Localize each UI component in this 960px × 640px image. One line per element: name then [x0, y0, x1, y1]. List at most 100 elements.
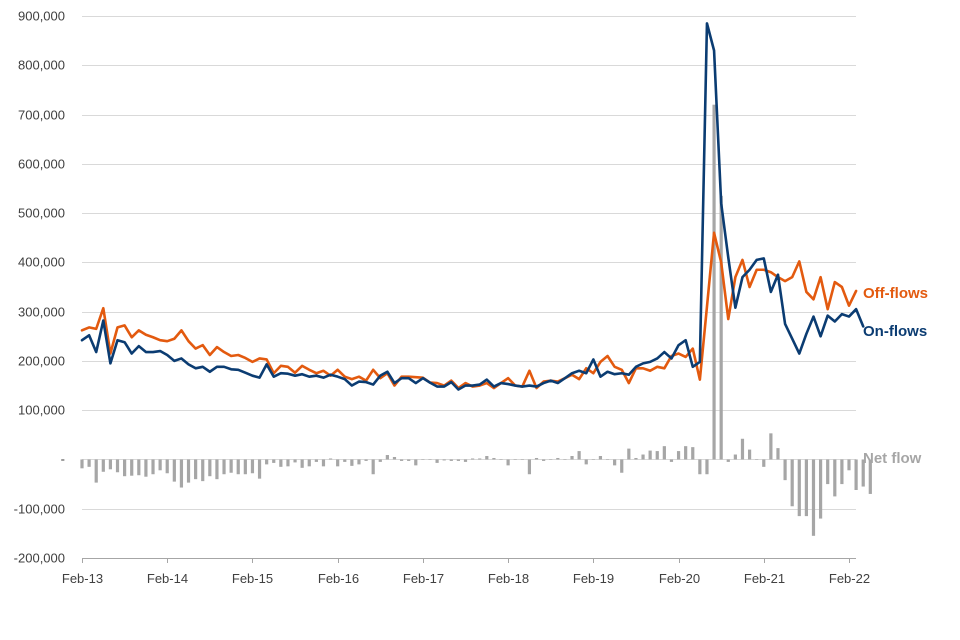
- net-flow-bar: [783, 459, 787, 481]
- net-flow-bar: [563, 459, 567, 460]
- net-flow-bar: [87, 459, 91, 467]
- y-tick-label: -200,000: [14, 551, 65, 566]
- x-tick-label: Feb-21: [744, 571, 785, 586]
- net-flow-bar: [108, 459, 113, 470]
- net-flow-bar: [691, 447, 695, 460]
- net-flow-bar: [684, 446, 688, 460]
- y-tick-label: 100,000: [18, 403, 65, 418]
- net-flow-bar: [478, 458, 482, 460]
- x-tick-label: Feb-20: [659, 571, 700, 586]
- net-flow-bar: [385, 455, 389, 460]
- net-flow-bar: [407, 459, 411, 461]
- net-flow-bar: [797, 459, 801, 517]
- net-flow-bar: [605, 459, 610, 460]
- net-flow-bar: [101, 459, 105, 472]
- net-flow-bar: [158, 459, 162, 471]
- x-tick-label: Feb-22: [829, 571, 870, 586]
- net-flow-bar: [222, 459, 226, 475]
- net-flow-bar: [435, 459, 439, 463]
- net-flow-bar: [833, 459, 837, 497]
- net-flow-bar: [321, 459, 326, 467]
- x-tick-label: Feb-13: [62, 571, 103, 586]
- net-flow-bar: [194, 459, 198, 480]
- net-flow-bar: [215, 459, 219, 480]
- net-flow-bar: [279, 459, 283, 467]
- net-flow-bar: [705, 459, 709, 475]
- y-tick-label: -: [61, 452, 65, 467]
- net-flow-bar: [343, 459, 347, 462]
- y-tick-label: 300,000: [18, 305, 65, 320]
- x-tick-label: Feb-19: [573, 571, 614, 586]
- net-flow-bar: [130, 459, 134, 476]
- net-flow-bar: [847, 459, 851, 471]
- y-tick-label: 200,000: [18, 354, 65, 369]
- net-flow-bar: [641, 454, 645, 460]
- net-flow-bar: [861, 459, 865, 487]
- net-flow-bar: [399, 459, 404, 461]
- net-flow-bar: [421, 459, 425, 460]
- net-flow-bar: [80, 459, 84, 469]
- net-flow-label: Net flow: [863, 450, 922, 467]
- net-flow-bar: [208, 459, 212, 477]
- net-flow-bar: [506, 459, 510, 466]
- net-flow-bar: [229, 459, 233, 473]
- net-flow-bar: [414, 459, 418, 466]
- net-flow-bar: [492, 457, 496, 460]
- net-flow-bar: [648, 450, 652, 460]
- y-tick-label: 400,000: [18, 255, 65, 270]
- net-flow-bars: [80, 104, 872, 536]
- net-flow-bar: [300, 459, 304, 468]
- net-flow-bar: [137, 459, 141, 476]
- y-tick-label: 900,000: [18, 9, 65, 24]
- net-flow-bar: [442, 459, 446, 461]
- net-flow-bar: [790, 459, 794, 507]
- net-flow-bar: [840, 459, 844, 485]
- net-flow-bar: [428, 459, 432, 460]
- net-flow-bar: [94, 459, 98, 483]
- net-flow-bar: [613, 459, 617, 466]
- x-tick-label: Feb-18: [488, 571, 529, 586]
- net-flow-bar: [201, 459, 205, 482]
- net-flow-bar: [556, 457, 560, 460]
- net-flow-bar: [257, 459, 262, 479]
- y-tick-label: 800,000: [18, 58, 65, 73]
- net-flow-bar: [634, 457, 638, 460]
- net-flow-bar: [186, 459, 191, 483]
- net-flow-bar: [577, 451, 581, 460]
- y-tick-label: -100,000: [14, 502, 65, 517]
- net-flow-bar: [151, 459, 155, 475]
- flow-lines: [80, 22, 865, 391]
- net-flow-bar: [570, 456, 574, 460]
- x-tick-label: Feb-15: [232, 571, 273, 586]
- net-flow-bar: [392, 456, 397, 460]
- x-tick-label: Feb-14: [147, 571, 188, 586]
- net-flow-bar: [740, 438, 745, 460]
- axes: -200,000-100,000-100,000200,000300,00040…: [14, 9, 870, 587]
- x-tick-label: Feb-17: [403, 571, 444, 586]
- net-flow-bar: [762, 459, 766, 467]
- net-flow-bar: [769, 433, 773, 460]
- net-flow-bar: [726, 459, 730, 462]
- net-flow-bar: [733, 454, 737, 460]
- net-flow-bar: [527, 459, 532, 475]
- net-flow-bar: [364, 459, 368, 461]
- on-flows-label: On-flows: [863, 323, 927, 340]
- series-labels: Off-flows On-flows Net flow: [863, 285, 928, 467]
- net-flow-bar: [471, 458, 475, 460]
- net-flow-bar: [627, 448, 631, 460]
- off-flows-line: [80, 231, 858, 390]
- net-flow-bar: [123, 459, 127, 477]
- net-flow-bar: [456, 459, 460, 461]
- net-flow-bar: [144, 459, 148, 477]
- net-flow-bar: [676, 451, 681, 460]
- net-flow-bar: [747, 449, 752, 460]
- off-flows-label: Off-flows: [863, 285, 928, 302]
- net-flow-bar: [236, 459, 240, 475]
- net-flow-bar: [513, 459, 517, 460]
- net-flow-bar: [336, 459, 340, 467]
- net-flow-bar: [293, 459, 297, 463]
- net-flow-bar: [272, 459, 276, 463]
- net-flow-bar: [598, 456, 603, 460]
